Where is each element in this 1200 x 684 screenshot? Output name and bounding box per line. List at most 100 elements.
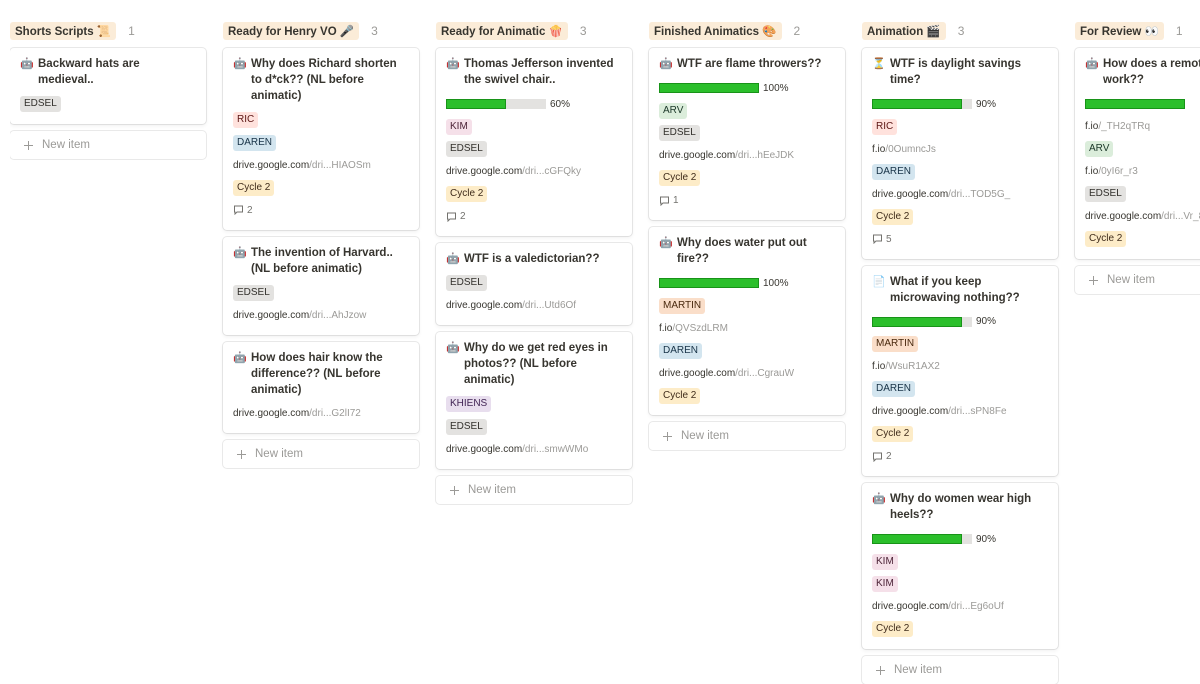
card-title: 🤖 Why does water put out fire?? bbox=[659, 235, 835, 267]
tag: Cycle 2 bbox=[872, 621, 914, 637]
board: Shorts Scripts 📜 1 🤖 Backward hats are medi… bbox=[10, 21, 1200, 684]
comment-icon bbox=[660, 196, 669, 206]
card[interactable]: 🤖 How does a remote control work?? f.io/_T… bbox=[1075, 48, 1200, 259]
card[interactable]: 🤖 How does hair know the difference?? (NL… bbox=[223, 341, 419, 433]
link-path: /_TH2qTRq bbox=[1098, 121, 1151, 132]
comment-count: 2 bbox=[247, 204, 253, 216]
card-title-text: What if you keep microwaving nothing?? bbox=[890, 275, 1020, 304]
progress-fill bbox=[659, 83, 759, 93]
tag: RIC bbox=[872, 118, 898, 135]
property: EDSEL bbox=[233, 284, 409, 302]
tag: KIM bbox=[446, 118, 472, 135]
plus bbox=[237, 450, 246, 459]
card[interactable]: 🤖 Why does Richard shorten to d*ck?? (NL … bbox=[223, 48, 419, 230]
comment-count: 5 bbox=[886, 233, 892, 245]
progress-label: 90% bbox=[976, 316, 997, 327]
property: MARTIN bbox=[872, 335, 1048, 353]
card[interactable]: 📄 What if you keep microwaving nothing?? 9… bbox=[862, 265, 1058, 476]
tag: EDSEL bbox=[446, 141, 487, 157]
link-host: drive.google.com bbox=[233, 159, 310, 171]
column-header: Ready for Henry VO 🎤 3 bbox=[223, 21, 419, 41]
card[interactable]: 🤖 Backward hats are medieval.. EDSEL bbox=[10, 48, 206, 124]
new-item-label: New item bbox=[468, 483, 516, 496]
new-item-label: New item bbox=[1107, 273, 1155, 286]
link-path: /QVSzdLRM bbox=[672, 322, 728, 334]
link-path: /WsuR1AX2 bbox=[885, 361, 940, 372]
link-host: drive.google.com bbox=[659, 150, 736, 161]
link-host: drive.google.com bbox=[446, 166, 523, 177]
card-title-text: How does a remote control work?? bbox=[1103, 58, 1200, 86]
new-item-label: New item bbox=[42, 138, 90, 151]
plus bbox=[663, 432, 672, 441]
property bbox=[1085, 95, 1200, 113]
card-title: 🤖 The invention of Harvard.. (NL before a… bbox=[233, 245, 409, 277]
property: drive.google.com/dri...CgrauW bbox=[659, 364, 835, 382]
column-title: Ready for Animatic 🍿 bbox=[436, 22, 568, 40]
column-title: For Review 👀 bbox=[1075, 22, 1164, 40]
property: Cycle 2 bbox=[233, 179, 409, 197]
comment-count: 1 bbox=[673, 195, 679, 206]
card-title-text: Why does Richard shorten to d*ck?? (NL b… bbox=[251, 58, 397, 102]
property: EDSEL bbox=[1085, 185, 1200, 203]
card[interactable]: 🤖 Why does water put out fire?? 100% MARTIN… bbox=[649, 227, 845, 415]
property: drive.google.com/dri...hEeJDK bbox=[659, 147, 835, 165]
plus bbox=[24, 140, 33, 150]
property: ARV bbox=[1085, 140, 1200, 158]
link-path: /0OumncJs bbox=[885, 143, 936, 155]
card-title-text: Why do we get red eyes in photos?? (NL b… bbox=[464, 342, 608, 386]
card[interactable]: 🤖 Thomas Jefferson invented the swivel ch… bbox=[436, 48, 632, 236]
property: 90% bbox=[872, 313, 1048, 331]
property: drive.google.com/dri...HIAOSm bbox=[233, 156, 409, 174]
card-title: 🤖 WTF is a valedictorian?? bbox=[446, 251, 622, 267]
new-item[interactable]: New item bbox=[1075, 266, 1200, 294]
link-host: drive.google.com bbox=[659, 367, 736, 379]
property: DAREN bbox=[872, 163, 1048, 181]
tag: Cycle 2 bbox=[659, 387, 701, 404]
card[interactable]: 🤖 The invention of Harvard.. (NL before a… bbox=[223, 236, 419, 335]
new-item[interactable]: New item bbox=[436, 476, 632, 504]
property: drive.google.com/dri...cGFQky bbox=[446, 163, 622, 181]
property: DAREN bbox=[233, 134, 409, 152]
new-item[interactable]: New item bbox=[223, 440, 419, 468]
link-host: drive.google.com bbox=[233, 408, 310, 419]
tag: MARTIN bbox=[659, 297, 706, 314]
property: EDSEL bbox=[446, 140, 622, 158]
card[interactable]: ⏳ WTF is daylight savings time? 90% RIC f.io… bbox=[862, 48, 1058, 259]
tag: EDSEL bbox=[659, 125, 700, 141]
tag: Cycle 2 bbox=[872, 426, 914, 442]
link-host: drive.google.com bbox=[872, 601, 949, 612]
link-host: drive.google.com bbox=[1085, 211, 1162, 222]
link-host: drive.google.com bbox=[872, 188, 949, 200]
new-item[interactable]: New item bbox=[10, 131, 206, 159]
link-path: /dri...G2lI72 bbox=[309, 408, 361, 419]
comment-icon bbox=[873, 234, 882, 244]
new-item[interactable]: New item bbox=[862, 656, 1058, 684]
card[interactable]: 🤖 Why do women wear high heels?? 90% KIM KIM… bbox=[862, 483, 1058, 649]
card[interactable]: 🤖 WTF is a valedictorian?? EDSEL drive.goog… bbox=[436, 243, 632, 325]
plus-icon bbox=[24, 137, 33, 153]
progress-bar bbox=[659, 278, 759, 288]
link-path: /dri...Eg6oUf bbox=[948, 601, 1004, 612]
tag: Cycle 2 bbox=[872, 208, 914, 225]
link-host: f.io bbox=[1085, 121, 1099, 132]
card-icon: 🤖 bbox=[233, 246, 247, 259]
property: 90% bbox=[872, 530, 1048, 548]
property: Cycle 2 bbox=[446, 185, 622, 203]
card[interactable]: 🤖 Why do we get red eyes in photos?? (NL … bbox=[436, 332, 632, 469]
plus-icon bbox=[237, 446, 246, 462]
progress-fill bbox=[446, 99, 506, 109]
link-path: /dri...CgrauW bbox=[735, 367, 795, 379]
card-icon: 🤖 bbox=[872, 493, 886, 505]
progress-fill bbox=[659, 278, 759, 288]
card-title: 🤖 Why do women wear high heels?? bbox=[872, 491, 1048, 523]
progress-label: 100% bbox=[763, 82, 789, 94]
new-item[interactable]: New item bbox=[649, 422, 845, 450]
progress-label: 100% bbox=[763, 277, 789, 289]
column-header: Finished Animatics 🎨 2 bbox=[649, 21, 845, 41]
card[interactable]: 🤖 WTF are flame throwers?? 100% ARV EDSEL dri… bbox=[649, 48, 845, 220]
column-count: 3 bbox=[371, 24, 378, 38]
column-title: Ready for Henry VO 🎤 bbox=[223, 22, 360, 40]
card-icon: 🤖 bbox=[1085, 58, 1099, 70]
tag: KIM bbox=[872, 553, 898, 570]
property: Cycle 2 bbox=[659, 387, 835, 405]
